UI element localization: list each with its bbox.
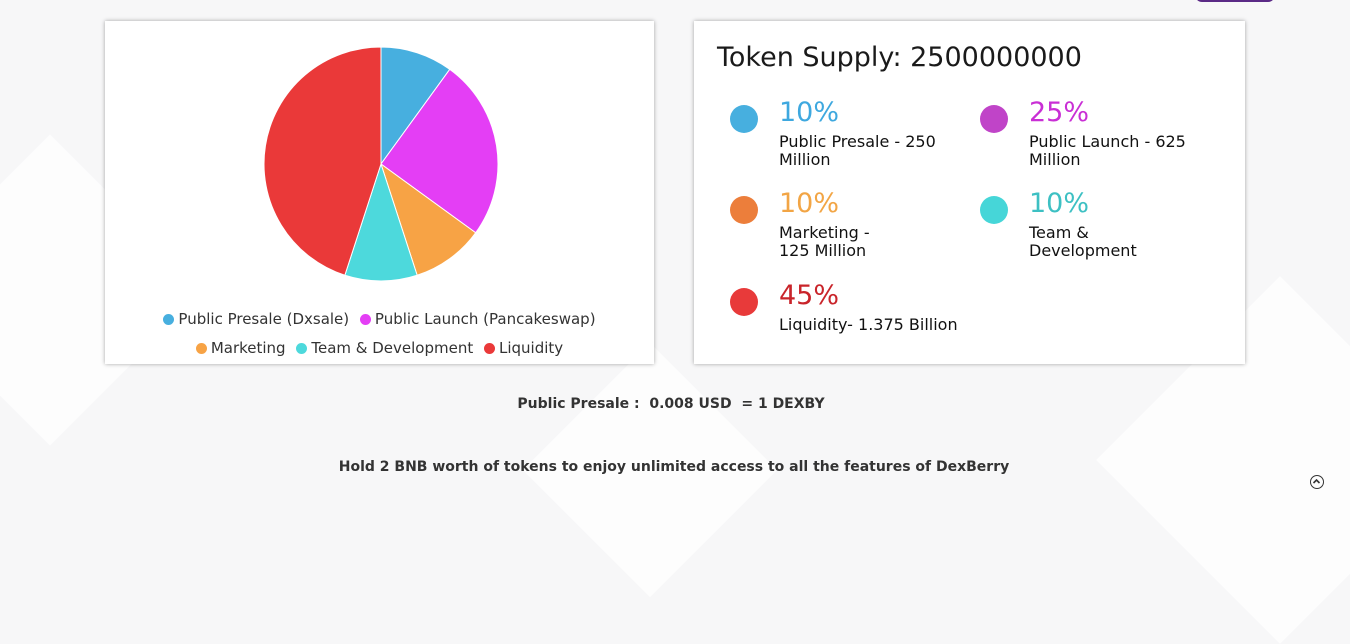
legend-dot <box>359 313 371 325</box>
legend-dot <box>484 342 495 354</box>
legend-label: Team & Development <box>311 339 474 357</box>
allocation-label: Liquidity- 1.375 Billion <box>779 315 958 334</box>
legend-dot <box>163 313 175 325</box>
allocation-dot <box>980 105 1008 133</box>
allocation-label: Marketing - 125 Million <box>779 223 870 260</box>
allocation-percent: 25% <box>1029 97 1090 128</box>
allocation-percent: 10% <box>779 97 840 128</box>
presale-price-note: Public Presale : 0.008 USD = 1 DEXBY <box>517 396 825 412</box>
allocation-label: Team & Development <box>1029 223 1137 260</box>
allocation-percent: 10% <box>779 188 840 219</box>
legend-label: Marketing <box>210 339 286 357</box>
legend-dot <box>296 342 308 354</box>
allocation-dot <box>730 288 758 316</box>
allocation-label: Public Launch - 625 Million <box>1029 132 1186 169</box>
allocation-label: Public Presale - 250 Million <box>779 132 936 169</box>
token-supply-card: Token Supply: 2500000000 10% Public Pres… <box>694 21 1245 364</box>
chevron-up-circle-icon[interactable] <box>1310 475 1324 489</box>
chart-legend-row: Marketing Team & Development Liquidity <box>105 339 654 358</box>
allocation-dot <box>980 196 1008 224</box>
pie-slice[interactable] <box>263 46 382 276</box>
legend-item[interactable]: Liquidity <box>484 339 563 357</box>
allocation-dot <box>730 196 758 224</box>
legend-label: Liquidity <box>499 339 564 357</box>
allocation-dot <box>730 105 758 133</box>
tokenomics-chart-card: Public Presale (Dxsale) Public Launch (P… <box>105 21 654 364</box>
pie-slice[interactable] <box>380 68 499 234</box>
pie-slice[interactable] <box>380 46 451 166</box>
allocation-percent: 10% <box>1029 188 1090 219</box>
header-button-edge[interactable] <box>1195 0 1275 2</box>
pie-slice[interactable] <box>380 162 477 276</box>
legend-item[interactable]: Public Launch (Pancakeswap) <box>359 310 596 328</box>
pie-chart <box>263 46 499 282</box>
chevron-up-icon <box>1312 478 1321 484</box>
hold-requirement-note: Hold 2 BNB worth of tokens to enjoy unli… <box>338 459 1010 475</box>
legend-item[interactable]: Marketing <box>195 339 286 357</box>
pie-slice[interactable] <box>344 162 418 282</box>
token-supply-title: Token Supply: 2500000000 <box>717 42 1082 73</box>
legend-label: Public Presale (Dxsale) <box>178 310 350 328</box>
legend-dot <box>195 342 207 354</box>
legend-item[interactable]: Public Presale (Dxsale) <box>163 310 349 328</box>
allocation-percent: 45% <box>779 280 840 311</box>
legend-label: Public Launch (Pancakeswap) <box>374 310 596 328</box>
chart-legend-row: Public Presale (Dxsale) Public Launch (P… <box>105 310 654 329</box>
legend-item[interactable]: Team & Development <box>296 339 473 357</box>
